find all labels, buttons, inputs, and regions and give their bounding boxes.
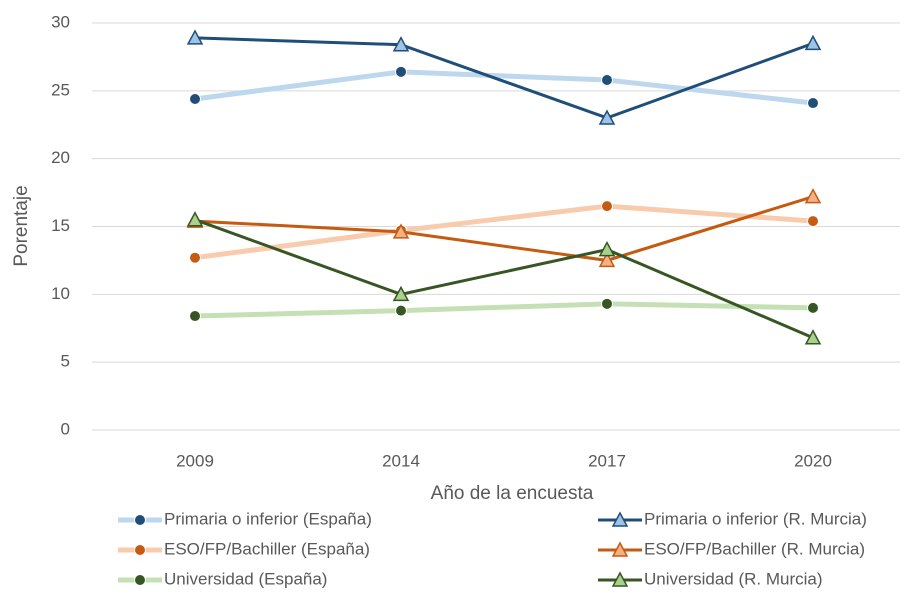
marker <box>392 36 410 52</box>
marker <box>134 574 146 586</box>
y-tick-label: 5 <box>61 352 70 371</box>
marker <box>807 97 819 110</box>
marker <box>395 304 407 317</box>
marker <box>598 240 616 257</box>
marker <box>395 65 407 78</box>
legend-label: Universidad (R. Murcia) <box>644 569 823 588</box>
y-axis-label: Porentaje <box>11 185 32 266</box>
series-line <box>194 36 814 120</box>
marker <box>807 215 819 228</box>
series-line <box>194 203 814 261</box>
marker <box>611 571 629 587</box>
marker <box>611 511 629 527</box>
legend-label: ESO/FP/Bachiller (España) <box>164 539 370 558</box>
series-line <box>194 218 814 340</box>
series-line <box>194 301 814 319</box>
marker <box>598 109 616 125</box>
marker <box>601 200 613 213</box>
marker <box>804 188 822 204</box>
legend-label: ESO/FP/Bachiller (R. Murcia) <box>644 539 865 558</box>
series-line <box>194 69 814 106</box>
legend-label: Universidad (España) <box>164 569 327 588</box>
legend-label: Primaria o inferior (R. Murcia) <box>644 509 867 528</box>
marker <box>392 223 410 239</box>
y-tick-label: 20 <box>51 148 70 167</box>
marker <box>601 73 613 86</box>
legend-label: Primaria o inferior (España) <box>164 509 372 528</box>
x-tick-label: 2009 <box>176 451 214 470</box>
y-tick-label: 15 <box>51 216 70 235</box>
y-tick-label: 30 <box>51 12 70 31</box>
marker <box>804 329 822 345</box>
marker <box>804 34 822 51</box>
x-axis-label: Año de la encuesta <box>431 483 594 504</box>
marker <box>186 29 204 45</box>
y-tick-label: 10 <box>51 284 70 303</box>
marker <box>611 541 629 557</box>
marker <box>807 301 819 314</box>
marker <box>189 251 201 264</box>
series-line <box>194 195 814 262</box>
marker <box>134 514 146 526</box>
y-tick-label: 0 <box>61 419 70 438</box>
x-tick-label: 2014 <box>382 451 420 470</box>
marker <box>189 310 201 323</box>
y-tick-label: 25 <box>51 80 70 99</box>
marker <box>186 211 204 227</box>
x-tick-label: 2020 <box>794 451 832 470</box>
marker <box>601 297 613 310</box>
marker <box>189 92 201 105</box>
marker <box>598 251 616 268</box>
x-tick-label: 2017 <box>588 451 626 470</box>
marker <box>392 285 410 302</box>
marker <box>134 544 146 556</box>
